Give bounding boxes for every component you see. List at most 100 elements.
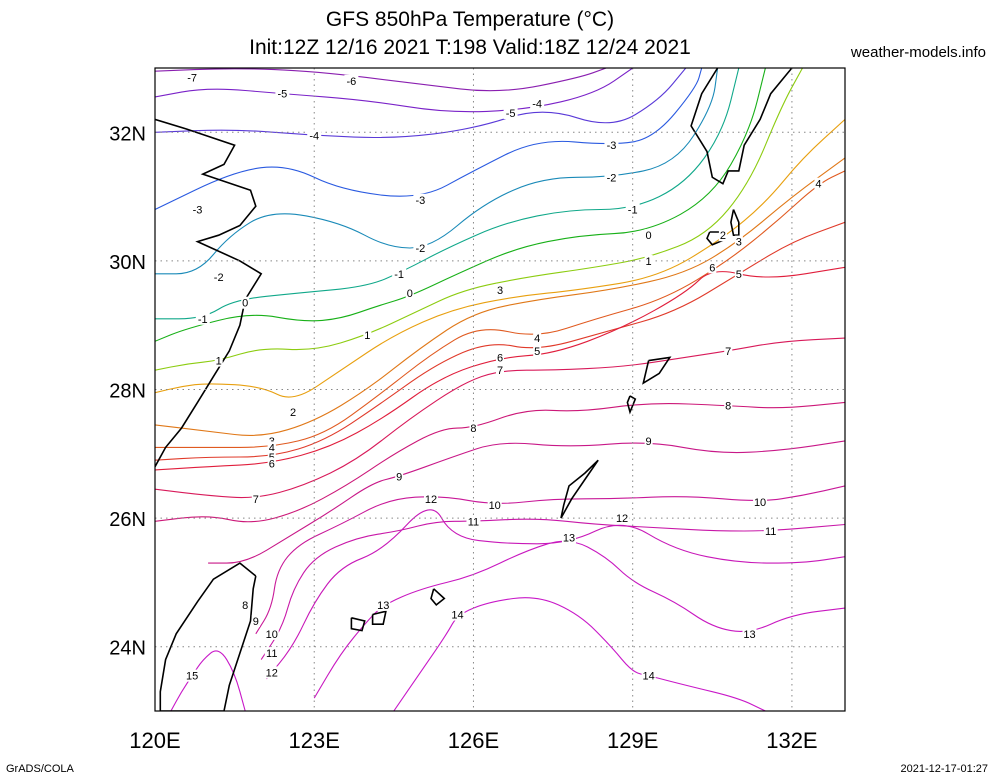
isotherm-line — [155, 157, 845, 436]
isotherm-line — [155, 68, 607, 92]
contour-label-bg — [307, 129, 322, 142]
contour-label-bg — [376, 598, 391, 611]
contour-label-bg — [466, 515, 481, 528]
contour-value-label: 9 — [396, 471, 402, 483]
render-timestamp: 2021-12-17-01:27 — [900, 763, 988, 775]
contour-label-bg — [405, 287, 414, 300]
contour-label-bg — [264, 627, 279, 640]
contour-value-label: 8 — [725, 401, 731, 413]
contour-label-bg — [644, 434, 653, 447]
miyako-coastline — [430, 588, 446, 607]
okinawa-coastline — [560, 459, 599, 519]
axis-tick-layer: 120E 123E 126E 129E 132E 32N 30N 28N 26N 24N — [109, 123, 817, 753]
contour-label-bg — [708, 261, 717, 274]
contour-label-bg — [615, 512, 630, 525]
contour-label-bg — [190, 203, 205, 216]
contour-label-bg — [641, 669, 656, 682]
isotherm-line — [255, 485, 845, 635]
isotherm-line — [170, 650, 246, 711]
tokunoshima-coastline — [626, 395, 637, 415]
grid-layer — [155, 68, 845, 711]
isotherm-line — [155, 266, 845, 471]
contour-label-layer: -7 -6-5-5-4-4-3-3-3-2-2-2-1-1-10001112233… — [185, 71, 823, 683]
iriomote-coastline — [350, 617, 366, 632]
china-coast-coastline — [155, 118, 263, 468]
contour-value-label: 6 — [269, 458, 275, 470]
contour-label-bg — [267, 457, 276, 470]
contour-value-label: -5 — [277, 89, 287, 101]
contour-label-bg — [496, 351, 504, 364]
contour-label-bg — [267, 434, 276, 447]
contour-value-label: 6 — [709, 262, 715, 274]
contour-label-bg — [363, 328, 372, 341]
isotherm-line — [260, 518, 845, 660]
isotherm-line — [155, 68, 687, 139]
map-title: GFS 850hPa Temperature (°C) — [325, 8, 615, 31]
contour-value-label: 10 — [489, 500, 501, 512]
map-frame — [154, 67, 846, 712]
contour-value-label: 2 — [290, 407, 296, 419]
contour-label-bg — [742, 627, 757, 640]
contour-value-label: 12 — [425, 494, 437, 506]
contour-label-bg — [644, 229, 653, 242]
lon-tick-label: 123E — [289, 728, 340, 753]
tanegashima-coastline — [730, 209, 740, 236]
contour-label-bg — [214, 354, 223, 367]
contour-value-label: 15 — [186, 671, 198, 683]
isotherm-line — [155, 68, 803, 371]
contour-label-bg — [185, 669, 200, 682]
contour-value-label: -2 — [415, 243, 425, 255]
kyushu-coastline — [690, 68, 793, 185]
isotherm-line — [155, 68, 740, 320]
contour-value-label: 13 — [377, 600, 389, 612]
isotherm-line — [155, 221, 845, 461]
isotherm-line — [208, 440, 845, 564]
contour-label-bg — [625, 203, 640, 216]
map-subtitle: Init:12Z 12/16 2021 T:198 Valid:18Z 12/2… — [249, 36, 691, 59]
contour-label-bg — [724, 344, 733, 357]
contour-label-bg — [496, 283, 504, 296]
isotherm-line — [155, 68, 766, 342]
contour-label-bg — [753, 496, 768, 509]
contour-value-label: -3 — [193, 204, 203, 216]
contour-value-label: 12 — [616, 513, 628, 525]
lat-tick-label: 28N — [109, 381, 146, 403]
contour-value-label: 12 — [266, 667, 278, 679]
contour-label-bg — [264, 647, 279, 660]
lon-tick-label: 126E — [448, 728, 499, 753]
contour-label-bg — [413, 193, 428, 206]
contour-label-bg — [469, 422, 478, 435]
contour-label-bg — [503, 107, 518, 120]
isotherm-line — [393, 597, 766, 711]
contour-value-label: -1 — [394, 269, 404, 281]
contour-value-label: 11 — [468, 516, 479, 528]
contour-label-bg — [644, 254, 653, 267]
contour-label-bg — [533, 344, 542, 357]
contour-value-label: 8 — [470, 423, 476, 435]
contour-value-label: 14 — [451, 610, 463, 622]
contour-label-bg — [413, 242, 428, 255]
contour-value-label: 8 — [242, 600, 248, 612]
contour-value-label: 5 — [736, 269, 742, 281]
contour-value-label: -6 — [346, 76, 356, 88]
contour-label-bg — [604, 171, 619, 184]
contour-value-label: 11 — [266, 648, 277, 660]
isotherm-line — [155, 68, 703, 210]
contour-value-label: -4 — [532, 98, 542, 110]
lon-tick-label: 132E — [766, 728, 817, 753]
contour-value-label: 10 — [266, 629, 278, 641]
contour-label-bg — [241, 296, 250, 309]
taiwan-coastline — [159, 562, 257, 711]
isotherm-line — [266, 509, 845, 680]
contour-label-bg — [241, 598, 250, 611]
contour-label-bg — [734, 235, 743, 248]
contour-value-label: 1 — [216, 356, 222, 368]
contour-value-label: 3 — [736, 237, 742, 249]
contour-value-label: -2 — [214, 272, 224, 284]
contour-value-label: 1 — [364, 330, 370, 342]
contour-label-bg — [289, 406, 297, 419]
contour-value-label: -3 — [415, 195, 425, 207]
lon-tick-label: 120E — [129, 728, 180, 753]
contour-label-bg — [734, 267, 743, 280]
